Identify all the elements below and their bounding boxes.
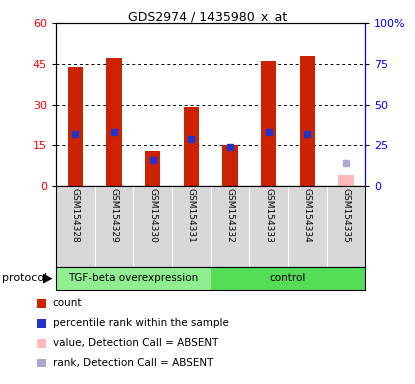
Text: GSM154328: GSM154328 <box>71 188 80 243</box>
Text: GSM154332: GSM154332 <box>225 188 234 243</box>
Text: GSM154331: GSM154331 <box>187 188 196 243</box>
Text: ▶: ▶ <box>43 272 53 285</box>
Bar <box>145 151 160 186</box>
Text: GSM154330: GSM154330 <box>148 188 157 243</box>
Text: count: count <box>53 298 82 308</box>
Text: GSM154333: GSM154333 <box>264 188 273 243</box>
Bar <box>183 108 199 186</box>
Text: value, Detection Call = ABSENT: value, Detection Call = ABSENT <box>53 338 218 348</box>
Bar <box>68 66 83 186</box>
Bar <box>106 58 122 186</box>
Text: GSM154329: GSM154329 <box>110 188 119 243</box>
Text: control: control <box>270 273 306 283</box>
Text: GDS2974 / 1435980_x_at: GDS2974 / 1435980_x_at <box>128 10 287 23</box>
Text: percentile rank within the sample: percentile rank within the sample <box>53 318 229 328</box>
Text: GSM154335: GSM154335 <box>342 188 350 243</box>
Bar <box>261 61 276 186</box>
Text: protocol: protocol <box>2 273 47 283</box>
Text: TGF-beta overexpression: TGF-beta overexpression <box>68 273 198 283</box>
Bar <box>210 267 365 290</box>
Bar <box>338 175 354 186</box>
Text: rank, Detection Call = ABSENT: rank, Detection Call = ABSENT <box>53 358 213 368</box>
Bar <box>300 56 315 186</box>
Bar <box>56 267 210 290</box>
Bar <box>222 146 238 186</box>
Text: GSM154334: GSM154334 <box>303 188 312 243</box>
